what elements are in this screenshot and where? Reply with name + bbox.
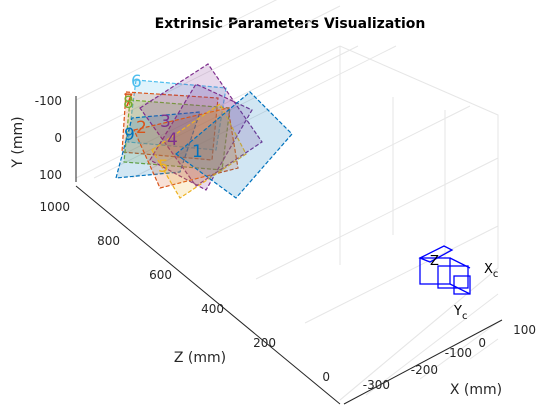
- camera-x-label: Xc: [484, 262, 498, 280]
- z-tick-label: 1000: [39, 200, 70, 214]
- board-2-plane: [133, 107, 239, 189]
- x-tick-label: -100: [445, 346, 472, 360]
- x-tick-label: 0: [478, 336, 486, 350]
- y-axis: -100 0 100 Y (mm): [10, 94, 62, 182]
- y-tick-label: -100: [35, 94, 62, 108]
- z-tick-label: 400: [201, 302, 224, 316]
- board-labels: 6 7 8 9 2 3 4 5 1: [123, 72, 203, 177]
- board-label: 5: [158, 157, 169, 177]
- axes-grid: [75, 0, 499, 401]
- camera-z-label: Z: [430, 254, 439, 269]
- y-tick-label: 100: [39, 168, 62, 182]
- camera-y-label: Yc: [453, 304, 467, 322]
- z-tick-label: 0: [322, 370, 330, 384]
- board-label: 6: [131, 72, 142, 92]
- z-axis: 1000 800 600 400 200 0 Z (mm): [39, 200, 330, 384]
- boards: [115, 63, 293, 199]
- y-axis-label: Y (mm): [10, 116, 26, 168]
- x-tick-label: -200: [411, 363, 438, 377]
- axes-lines: [75, 96, 503, 405]
- board-label: 7: [123, 91, 134, 111]
- z-axis-label: Z (mm): [174, 350, 226, 366]
- y-tick-label: 0: [54, 131, 62, 145]
- board-label: 2: [136, 118, 147, 138]
- board-label: 8: [123, 93, 134, 113]
- board-8-plane: [123, 99, 231, 171]
- board-5-plane: [151, 103, 247, 199]
- x-axis-label: X (mm): [450, 382, 502, 398]
- board-1-plane: [175, 91, 293, 199]
- board-label: 3: [160, 112, 171, 132]
- board-label: 1: [192, 142, 203, 162]
- camera-icon: Z Xc Yc: [418, 245, 498, 322]
- z-tick-label: 800: [97, 234, 120, 248]
- z-tick-label: 600: [149, 268, 172, 282]
- x-tick-label: -300: [363, 378, 390, 392]
- board-4-plane: [149, 83, 253, 191]
- board-label: 9: [124, 125, 135, 145]
- board-label: 4: [167, 130, 178, 150]
- board-3-plane: [139, 63, 263, 187]
- z-tick-label: 200: [253, 336, 276, 350]
- x-axis: -300 -200 -100 0 100 X (mm): [363, 323, 536, 398]
- chart-title: Extrinsic Parameters Visualization: [155, 16, 426, 32]
- x-tick-label: 100: [513, 323, 536, 337]
